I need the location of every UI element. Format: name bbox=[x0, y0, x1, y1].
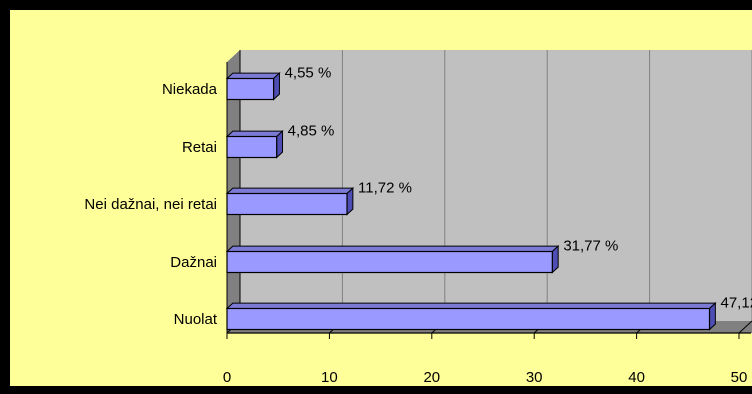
plot-back-wall bbox=[240, 50, 752, 321]
category-label: Retai bbox=[182, 139, 217, 156]
data-label: 47,12 % bbox=[721, 295, 752, 312]
x-tick-label: 50 bbox=[731, 369, 748, 386]
bar-side-face bbox=[276, 129, 284, 159]
bar-side-face bbox=[273, 71, 280, 101]
bar-side-face bbox=[551, 244, 559, 274]
bar-side-face bbox=[346, 186, 354, 216]
bar-side-face bbox=[709, 301, 716, 331]
category-label: Nei dažnai, nei retai bbox=[84, 196, 217, 213]
x-tick-label: 10 bbox=[321, 369, 338, 386]
bar-top-face bbox=[225, 130, 284, 137]
category-label: Nuolat bbox=[174, 311, 218, 328]
category-label: Niekada bbox=[162, 81, 218, 98]
bar bbox=[226, 307, 711, 331]
bar-top-face bbox=[225, 72, 281, 79]
bar-top-face bbox=[225, 302, 717, 309]
bar-top-face bbox=[225, 187, 355, 194]
data-label: 31,77 % bbox=[563, 238, 618, 255]
data-label: 4,85 % bbox=[288, 123, 335, 140]
bar bbox=[226, 135, 278, 159]
x-tick-label: 0 bbox=[223, 369, 231, 386]
category-label: Dažnai bbox=[170, 254, 217, 271]
bar bbox=[226, 250, 553, 274]
x-tick-label: 40 bbox=[628, 369, 645, 386]
data-label: 4,55 % bbox=[285, 65, 332, 82]
x-tick-label: 30 bbox=[526, 369, 543, 386]
bar bbox=[226, 192, 348, 216]
bar bbox=[226, 77, 275, 101]
data-label: 11,72 % bbox=[358, 180, 412, 197]
bar-top-face bbox=[225, 245, 560, 252]
floor-gridline bbox=[738, 320, 752, 334]
x-tick-label: 20 bbox=[423, 369, 440, 386]
